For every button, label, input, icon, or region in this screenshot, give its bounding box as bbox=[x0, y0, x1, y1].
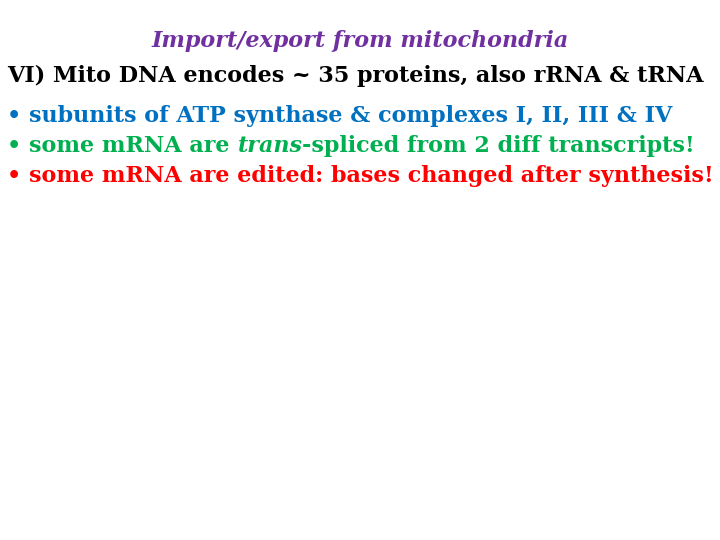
Text: VI) Mito DNA encodes ~ 35 proteins, also rRNA & tRNA: VI) Mito DNA encodes ~ 35 proteins, also… bbox=[7, 65, 703, 87]
Text: trans: trans bbox=[238, 135, 302, 157]
Text: • subunits of ATP synthase & complexes I, II, III & IV: • subunits of ATP synthase & complexes I… bbox=[7, 105, 672, 127]
Text: -spliced from 2 diff transcripts!: -spliced from 2 diff transcripts! bbox=[302, 135, 696, 157]
Text: • some mRNA are: • some mRNA are bbox=[7, 135, 238, 157]
Text: Import/export from mitochondria: Import/export from mitochondria bbox=[151, 30, 569, 52]
Text: • some mRNA are edited: bases changed after synthesis!: • some mRNA are edited: bases changed af… bbox=[7, 165, 714, 187]
